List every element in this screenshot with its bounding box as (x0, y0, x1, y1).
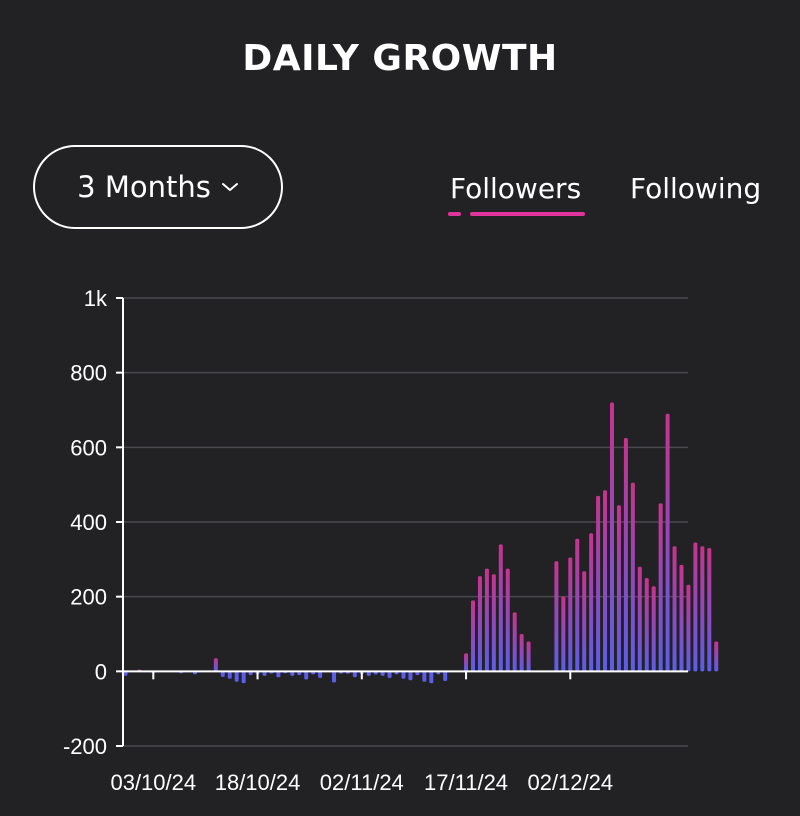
chart-bar (637, 566, 642, 672)
chart-bar (262, 671, 267, 676)
chart-bar (422, 671, 427, 682)
x-tick-label: 03/10/24 (110, 770, 196, 795)
chart-bar (234, 671, 239, 682)
chart-bar (352, 671, 357, 678)
chart-bar (318, 671, 323, 679)
y-tick-label: 600 (70, 435, 107, 460)
chart-bar (714, 641, 719, 672)
y-tick-label: 1k (84, 286, 108, 311)
chart-bar (561, 596, 566, 672)
chart-bar (672, 546, 677, 672)
chart-bar (707, 548, 712, 672)
chart-axes (116, 297, 688, 747)
chart-bar (213, 658, 218, 672)
x-tick-label: 18/10/24 (215, 770, 301, 795)
chart-bar (554, 561, 559, 672)
chart-bar (644, 578, 649, 672)
tab-active-indicator-dot (448, 212, 461, 216)
chart-bar (443, 671, 448, 682)
chart-bar (366, 671, 371, 676)
chart-bar (220, 671, 225, 677)
chart-bar (623, 438, 628, 672)
chart-bar (665, 413, 670, 672)
chart-bar (693, 542, 698, 672)
y-tick-label: 0 (95, 659, 107, 684)
chart-bar (519, 634, 524, 672)
x-tick-label: 02/12/24 (527, 770, 613, 795)
chart-bars (123, 402, 719, 684)
chart-bar (276, 671, 281, 678)
chart-bar (380, 671, 385, 676)
chart-bar (568, 557, 573, 672)
chart-bar (700, 546, 705, 672)
chart-bar (464, 653, 469, 672)
x-tick-label: 02/11/24 (320, 770, 404, 795)
tab-following[interactable]: Following (630, 172, 762, 205)
chart-bar (679, 564, 684, 672)
chart-bar (429, 671, 434, 684)
chart-bar (596, 495, 601, 672)
chart-bar (408, 671, 413, 681)
chart-bar (332, 671, 336, 683)
chart-bar (387, 671, 392, 679)
y-tick-label: 200 (70, 585, 107, 610)
y-tick-label: 800 (70, 361, 107, 386)
chart-bar (658, 503, 663, 672)
chart-bar (241, 671, 246, 684)
tab-active-indicator (470, 212, 585, 216)
x-axis-labels: 03/10/24 18/10/24 02/11/24 17/11/24 02/12/24 (110, 770, 613, 795)
chart-bar (526, 641, 531, 672)
chart-bar (484, 568, 489, 672)
chart-bar (498, 544, 503, 672)
chart-bar (616, 505, 621, 672)
y-tick-label: -200 (63, 734, 107, 759)
chart-bar (505, 568, 510, 672)
chart-bar (575, 538, 580, 672)
range-select-button[interactable]: 3 Months (33, 145, 283, 229)
chart-bar (610, 402, 614, 672)
range-select-label: 3 Months (77, 170, 211, 204)
chart-bar (401, 671, 406, 679)
y-tick-label: 400 (70, 510, 107, 535)
chart-bar (686, 584, 691, 672)
chart-bar (651, 586, 656, 672)
chart-bar (290, 671, 295, 676)
chart-bar (630, 482, 635, 672)
page-title: DAILY GROWTH (242, 38, 558, 79)
chart-bar (603, 490, 608, 672)
y-axis-labels: -200 0 200 400 600 800 1k (63, 286, 108, 759)
chart-bar (512, 612, 517, 672)
x-tick-label: 17/11/24 (424, 770, 508, 795)
chart-bar (123, 671, 128, 676)
chart-bar (491, 574, 496, 672)
chart-bar (227, 671, 232, 679)
chart-bar (477, 576, 482, 672)
chevron-down-icon (221, 181, 239, 193)
tab-followers[interactable]: Followers (450, 172, 582, 205)
chart-bar (589, 533, 594, 672)
chart-bar (582, 571, 587, 672)
daily-growth-chart: -200 0 200 400 600 800 1k 03/10/24 18/10/24 02/1… (63, 286, 719, 795)
chart-bar (304, 671, 309, 680)
chart-bar (471, 600, 475, 672)
